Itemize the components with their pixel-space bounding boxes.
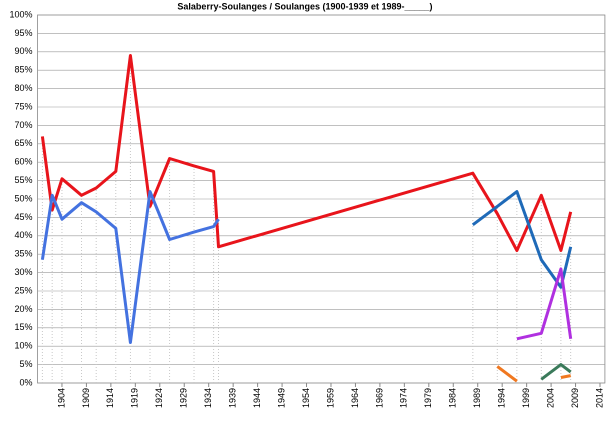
x-tick-label: 2004: [545, 388, 555, 408]
y-tick-label: 100%: [9, 9, 32, 19]
x-tick-label: 1949: [276, 388, 286, 408]
x-tick-label: 1929: [179, 388, 189, 408]
y-tick-label: 10%: [14, 341, 32, 351]
x-tick-label: 1939: [228, 388, 238, 408]
x-tick-label: 1924: [154, 388, 164, 408]
x-tick-label: 2009: [570, 388, 580, 408]
y-tick-label: 90%: [14, 46, 32, 56]
x-tick-label: 2014: [594, 388, 604, 408]
y-tick-label: 55%: [14, 175, 32, 185]
series-line: [40, 190, 220, 344]
x-tick-label: 1944: [252, 388, 262, 408]
y-tick-label: 95%: [14, 28, 32, 38]
y-tick-label: 20%: [14, 304, 32, 314]
y-tick-label: 65%: [14, 138, 32, 148]
x-tick-label: 1914: [105, 388, 115, 408]
y-tick-label: 70%: [14, 120, 32, 130]
x-tick-label: 1934: [203, 388, 213, 408]
y-tick-label: 15%: [14, 322, 32, 332]
y-tick-label: 75%: [14, 101, 32, 111]
x-tick-label: 1904: [56, 388, 66, 408]
y-tick-label: 35%: [14, 249, 32, 259]
x-tick-label: 1999: [521, 388, 531, 408]
y-tick-label: 85%: [14, 65, 32, 75]
y-tick-label: 30%: [14, 267, 32, 277]
x-tick-label: 1964: [350, 388, 360, 408]
x-tick-label: 1959: [325, 388, 335, 408]
y-tick-label: 80%: [14, 83, 32, 93]
x-tick-label: 1994: [497, 388, 507, 408]
y-tick-label: 60%: [14, 157, 32, 167]
series-line: [40, 54, 573, 252]
y-tick-label: 40%: [14, 230, 32, 240]
x-tick-label: 1984: [448, 388, 458, 408]
x-tick-label: 1919: [130, 388, 140, 408]
y-tick-label: 5%: [19, 359, 32, 369]
x-tick-label: 1969: [374, 388, 384, 408]
y-tick-label: 0%: [19, 377, 32, 387]
x-tick-label: 1909: [81, 388, 91, 408]
x-tick-label: 1974: [399, 388, 409, 408]
x-tick-label: 1954: [301, 388, 311, 408]
y-tick-label: 50%: [14, 193, 32, 203]
y-tick-label: 25%: [14, 285, 32, 295]
chart-title: Salaberry-Soulanges / Soulanges (1900-19…: [177, 1, 432, 11]
x-tick-label: 1979: [423, 388, 433, 408]
y-tick-label: 45%: [14, 212, 32, 222]
series-line: [496, 365, 571, 383]
x-tick-label: 1989: [472, 388, 482, 408]
series-line: [540, 363, 572, 381]
series-line: [516, 267, 573, 341]
